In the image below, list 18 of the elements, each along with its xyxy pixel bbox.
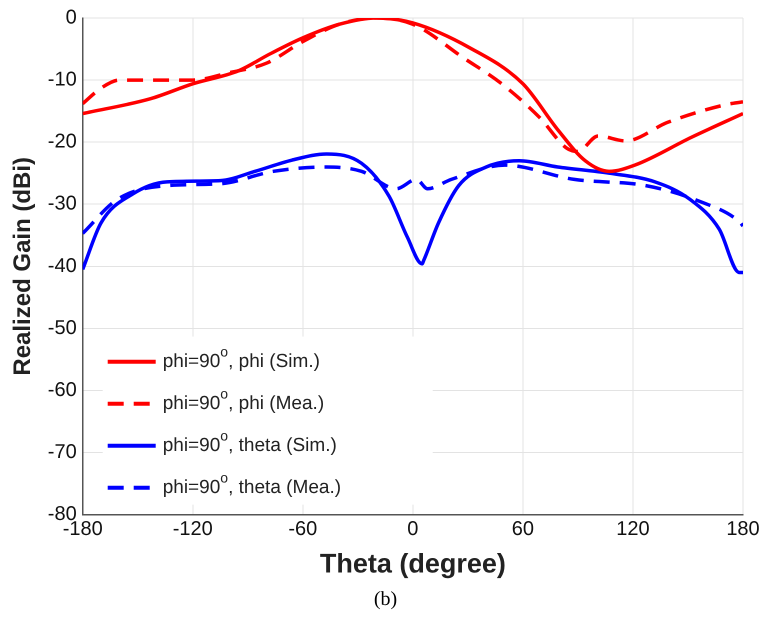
x-axis-title: Theta (degree) (320, 548, 506, 578)
y-tick-label: -30 (48, 192, 77, 215)
text: (b) (372, 588, 398, 611)
y-tick-label: 0 (66, 6, 77, 29)
y-tick-label: -70 (48, 441, 77, 464)
x-tick-label: 180 (726, 518, 760, 540)
y-tick-label: -40 (48, 254, 77, 277)
y-axis-title: Realized Gain (dBi) (9, 156, 36, 376)
y-tick-label: -60 (48, 378, 77, 401)
line-series (82, 152, 743, 274)
x-tick-label: -120 (172, 518, 213, 540)
x-tick-label: -60 (288, 518, 318, 540)
x-tick-label: 0 (407, 518, 418, 540)
x-tick-label: 60 (512, 518, 534, 540)
y-tick-label: -10 (48, 68, 77, 91)
y-tick-label: -50 (48, 316, 77, 339)
x-tick-label: 120 (616, 518, 650, 540)
y-tick-label: -20 (48, 130, 77, 153)
